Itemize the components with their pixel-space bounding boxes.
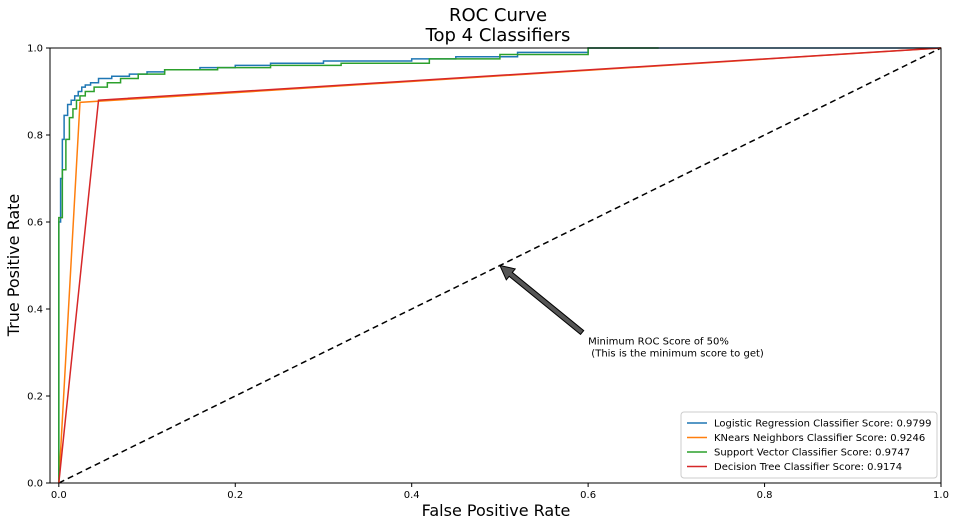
plot-frame: [49, 47, 942, 484]
chart-subtitle: Top 4 Classifiers: [425, 25, 571, 46]
x-tick-label: 0.2: [227, 490, 243, 501]
annotation-text-line2: (This is the minimum score to get): [588, 349, 764, 360]
y-tick-label: 0.2: [27, 392, 43, 403]
x-tick-label: 0.6: [580, 490, 596, 501]
x-tick-label: 1.0: [933, 490, 949, 501]
y-tick-label: 0.6: [27, 218, 43, 229]
series-line-3: [58, 47, 659, 483]
legend-label-3: Support Vector Classifier Score: 0.9747: [714, 448, 910, 459]
y-tick-label: 0.4: [27, 305, 43, 316]
chart-title: ROC Curve: [449, 5, 547, 26]
y-tick-label: 0.8: [27, 131, 43, 142]
x-tick-label: 0.4: [404, 490, 420, 501]
legend: Logistic Regression Classifier Score: 0.…: [680, 411, 938, 479]
x-tick-label: 0.8: [757, 490, 773, 501]
legend-box: [680, 411, 938, 479]
y-axis-title: True Positive Rate: [4, 194, 23, 338]
legend-label-2: KNears Neighbors Classifier Score: 0.924…: [714, 433, 925, 444]
annotation-arrow: [499, 264, 585, 336]
plot-area: [50, 48, 941, 483]
legend-label-1: Logistic Regression Classifier Score: 0.…: [714, 419, 931, 430]
legend-label-4: Decision Tree Classifier Score: 0.9174: [714, 462, 902, 473]
series-line-1: [58, 47, 941, 483]
series-line-4: [58, 47, 942, 484]
plot-background: [50, 48, 941, 483]
x-tick-label: 0.0: [51, 490, 67, 501]
y-tick-label: 0.0: [27, 479, 43, 490]
axes: 0.0 0.2 0.4 0.6 0.8 1.0 0.0 0.2 0.4 0.6 0.8 1.0: [27, 44, 949, 502]
series-layer: [58, 47, 942, 484]
annotation-text-line1: Minimum ROC Score of 50%: [588, 337, 729, 348]
y-tick-label: 1.0: [27, 44, 43, 55]
annotation: Minimum ROC Score of 50% (This is the mi…: [499, 264, 764, 360]
x-axis-title: False Positive Rate: [422, 501, 571, 520]
